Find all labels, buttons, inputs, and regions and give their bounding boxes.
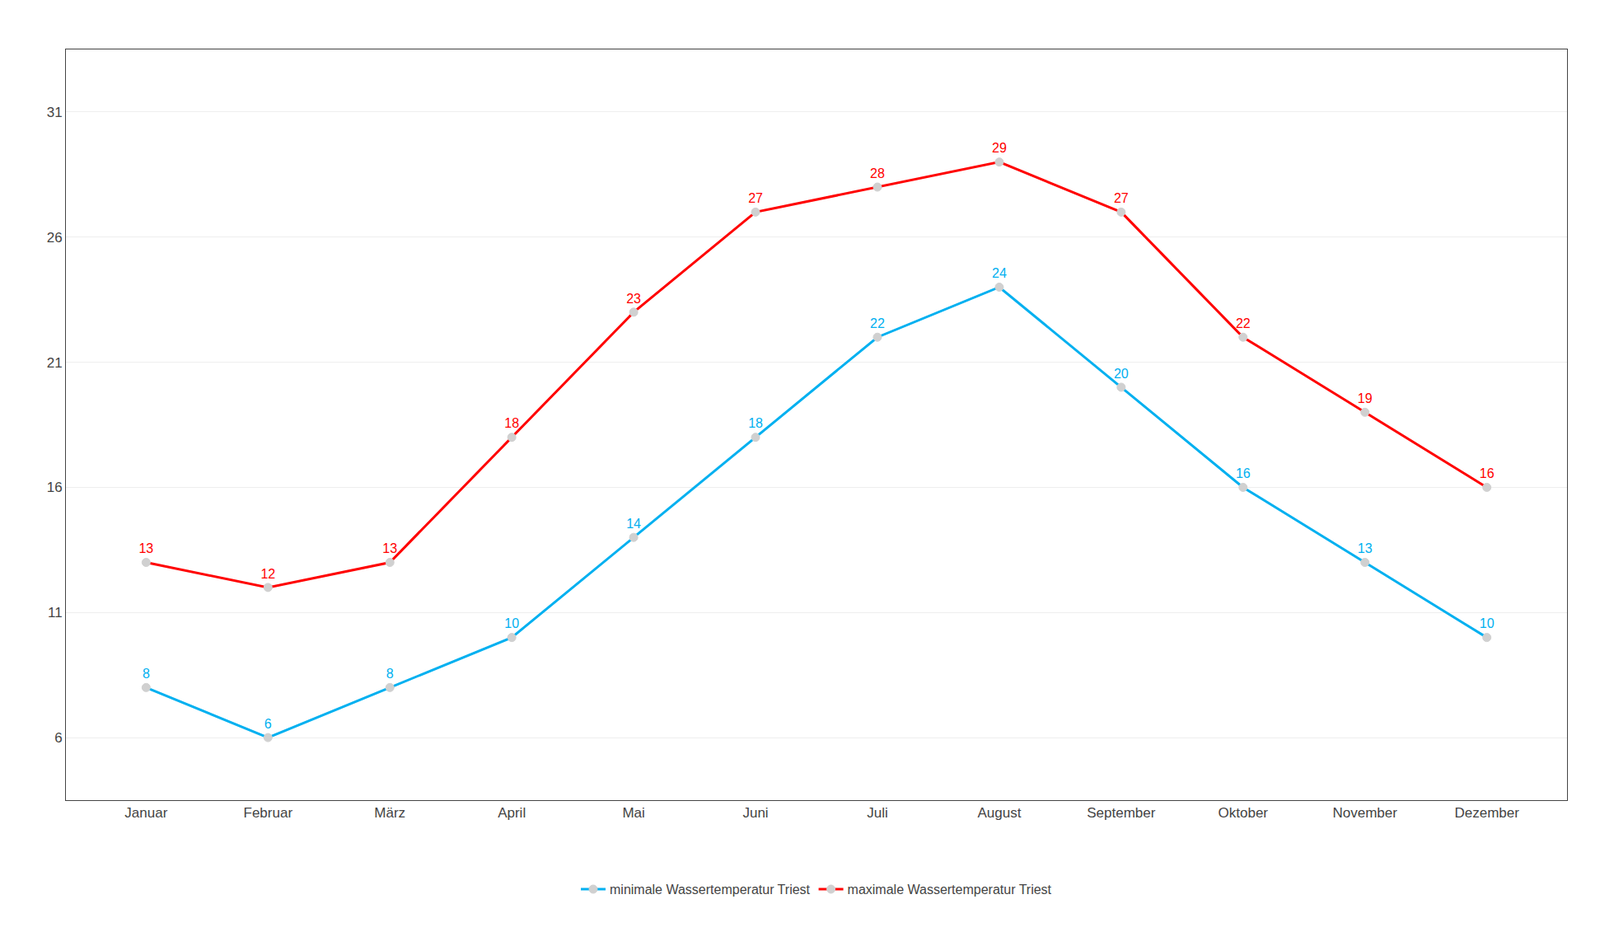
svg-text:27: 27 (1113, 191, 1129, 206)
svg-text:März: März (374, 804, 406, 821)
svg-text:26: 26 (46, 229, 63, 246)
svg-text:16: 16 (1235, 466, 1251, 481)
svg-text:April: April (497, 804, 526, 821)
svg-text:Mai: Mai (622, 804, 645, 821)
svg-text:maximale Wassertemperatur Trie: maximale Wassertemperatur Triest (847, 882, 1053, 897)
svg-text:13: 13 (138, 541, 154, 556)
svg-text:Februar: Februar (243, 804, 294, 821)
svg-text:14: 14 (626, 516, 641, 531)
svg-text:10: 10 (1479, 616, 1495, 631)
svg-text:Dezember: Dezember (1454, 804, 1520, 821)
svg-text:29: 29 (991, 140, 1007, 155)
svg-text:31: 31 (46, 104, 63, 121)
svg-text:13: 13 (382, 541, 398, 556)
svg-text:8: 8 (386, 666, 394, 681)
svg-text:September: September (1086, 804, 1156, 821)
svg-text:12: 12 (260, 566, 276, 581)
svg-text:16: 16 (1479, 466, 1495, 481)
svg-text:minimale Wassertemperatur Trie: minimale Wassertemperatur Triest (609, 882, 811, 897)
svg-text:11: 11 (47, 604, 63, 621)
svg-text:November: November (1332, 804, 1398, 821)
svg-text:16: 16 (46, 479, 63, 496)
svg-text:Oktober: Oktober (1218, 804, 1269, 821)
svg-text:13: 13 (1357, 541, 1373, 556)
svg-text:18: 18 (504, 416, 520, 431)
svg-text:19: 19 (1357, 391, 1373, 406)
svg-text:August: August (977, 804, 1021, 821)
svg-text:8: 8 (142, 666, 150, 681)
svg-text:20: 20 (1113, 366, 1129, 381)
svg-text:24: 24 (991, 266, 1007, 281)
svg-text:Juni: Juni (742, 804, 768, 821)
svg-text:23: 23 (626, 291, 641, 306)
svg-text:21: 21 (46, 355, 63, 371)
svg-text:18: 18 (748, 416, 763, 431)
svg-text:28: 28 (870, 166, 885, 181)
svg-text:Januar: Januar (124, 804, 168, 821)
svg-text:22: 22 (870, 316, 885, 331)
svg-text:Juli: Juli (866, 804, 889, 821)
svg-text:10: 10 (504, 616, 520, 631)
svg-text:22: 22 (1235, 316, 1251, 331)
svg-text:6: 6 (54, 729, 62, 746)
svg-text:27: 27 (748, 191, 763, 206)
svg-text:6: 6 (264, 716, 272, 731)
